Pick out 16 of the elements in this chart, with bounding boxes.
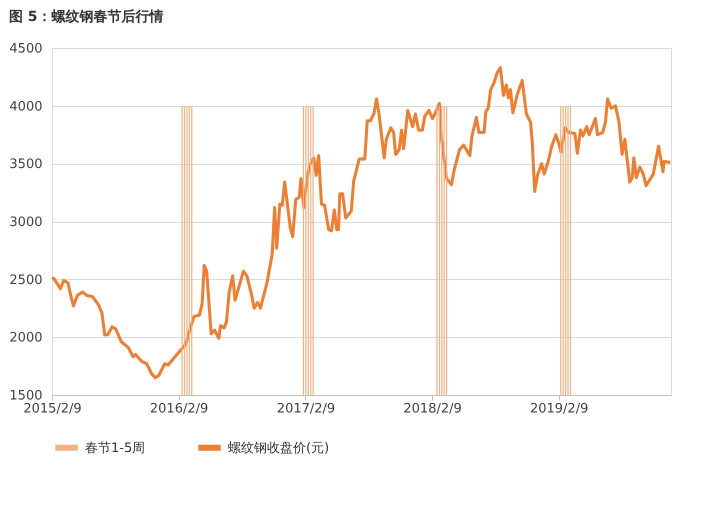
- y-tick-label: 2500: [9, 272, 42, 288]
- x-tick-label: 2017/2/9: [276, 402, 336, 416]
- y-tick-label: 4500: [9, 42, 42, 56]
- x-tick-label: 2015/2/9: [23, 402, 82, 416]
- y-tick-label: 3500: [9, 157, 42, 172]
- legend-label: 春节1-5周: [85, 440, 146, 456]
- line-series: [50, 66, 672, 380]
- chart-title: 图 5：螺纹钢春节后行情: [8, 8, 164, 25]
- x-tick-label: 2018/2/9: [403, 402, 462, 416]
- y-tick-label: 3000: [9, 215, 42, 230]
- y-tick-label: 2000: [9, 330, 42, 346]
- legend-label: 螺纹钢收盘价(元): [228, 440, 330, 456]
- x-tick-label: 2019/2/9: [530, 402, 588, 416]
- x-tick-label: 2016/2/9: [150, 402, 208, 416]
- y-tick-label: 1500: [9, 388, 42, 404]
- y-tick-label: 4000: [9, 99, 42, 114]
